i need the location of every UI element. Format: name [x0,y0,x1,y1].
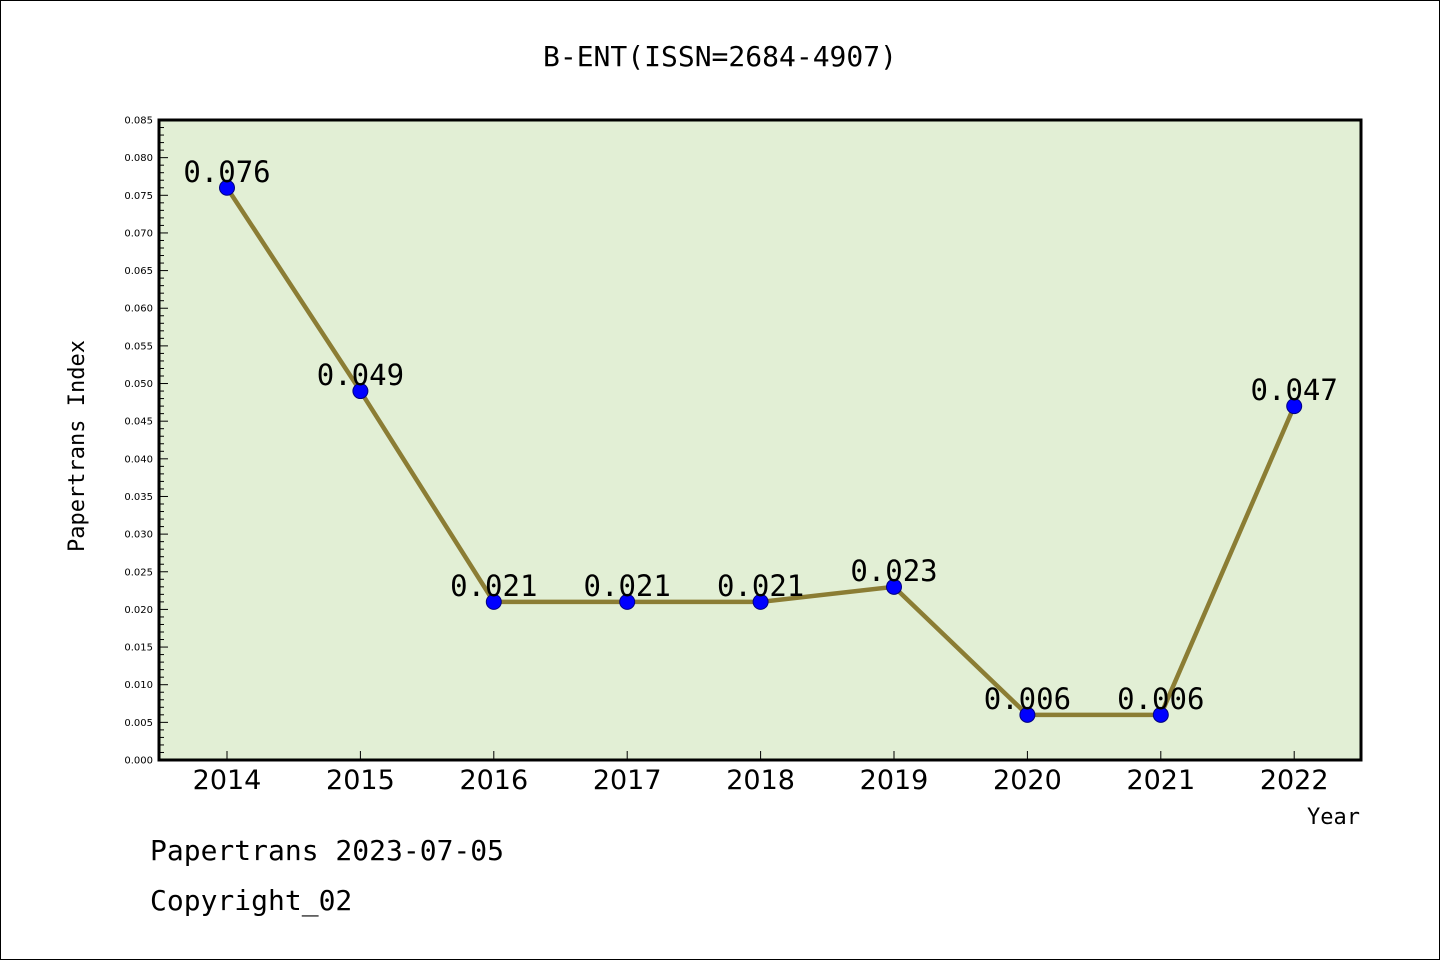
y-tick-label: 0.060 [124,304,153,315]
plot-area [159,120,1361,760]
series-markers [219,179,1303,723]
y-tick-label: 0.050 [124,379,153,390]
x-tick-label: 2015 [326,765,395,796]
y-tick-label: 0.075 [124,191,153,202]
y-tick-label: 0.085 [124,116,153,127]
x-axis: 2014 2015 2016 2017 2018 2019 2020 2021 2022 [193,751,1329,796]
data-label: 0.076 [183,155,270,189]
y-tick-label: 0.025 [124,567,153,578]
data-point [485,593,502,610]
y-tick-label: 0.020 [124,605,153,616]
data-label: 0.006 [984,682,1071,716]
data-label: 0.023 [850,554,937,588]
data-point [752,593,769,610]
data-point [886,578,902,595]
data-labels: 0.076 0.049 0.021 0.021 0.021 0.023 0.006 0.006… [183,155,1338,716]
y-axis-label: Papertrans Index [65,340,90,552]
data-label: 0.047 [1251,373,1338,407]
x-tick-label: 2017 [593,765,662,796]
data-point [619,593,636,610]
x-axis-label: Year [1307,805,1360,830]
y-tick-label: 0.040 [124,454,153,465]
y-tick-label: 0.005 [124,718,153,729]
x-tick-label: 2022 [1260,765,1329,796]
y-tick-label: 0.070 [124,228,153,239]
footer-date: Papertrans 2023-07-05 [150,834,505,867]
x-tick-label: 2018 [726,765,795,796]
x-tick-label: 2019 [860,765,929,796]
y-tick-label: 0.065 [124,266,153,277]
y-tick-label: 0.045 [124,417,153,428]
data-point [1286,398,1303,415]
x-tick-label: 2021 [1126,765,1195,796]
chart-title: B-ENT(ISSN=2684-4907) [543,40,897,73]
data-label: 0.049 [317,358,404,392]
x-tick-label: 2020 [993,765,1062,796]
data-label: 0.021 [450,569,537,603]
y-tick-label: 0.035 [124,492,153,503]
data-point [219,179,235,196]
y-axis: 0.000 0.005 0.010 0.015 0.020 0.025 0.030 0.035… [124,116,168,767]
y-tick-label: 0.080 [124,153,153,164]
data-point [1152,706,1169,723]
data-point [1019,706,1036,723]
plot-border [157,118,1363,762]
y-tick-label: 0.010 [124,680,153,691]
data-label: 0.006 [1117,682,1204,716]
data-label: 0.021 [717,569,804,603]
x-tick-label: 2014 [193,765,262,796]
y-tick-label: 0.055 [124,341,153,352]
y-tick-label: 0.015 [124,643,153,654]
x-tick-label: 2016 [459,765,528,796]
y-tick-label: 0.000 [124,756,153,767]
y-tick-label: 0.030 [124,530,153,541]
data-point [352,383,369,400]
data-label: 0.021 [584,569,671,603]
footer-copyright: Copyright_02 [150,884,353,917]
